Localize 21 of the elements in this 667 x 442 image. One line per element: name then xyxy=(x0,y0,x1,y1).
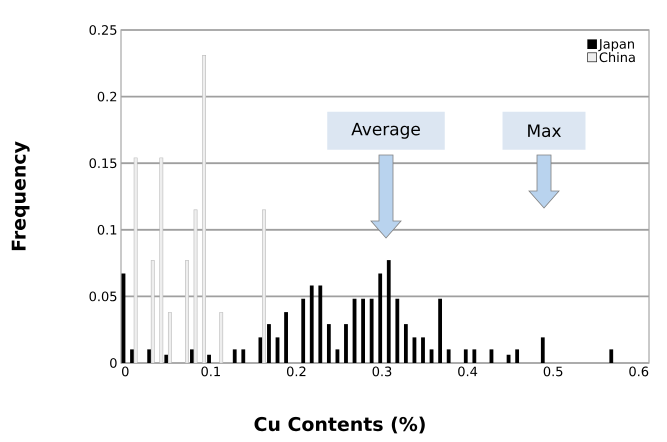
annotation: Max xyxy=(528,124,561,138)
x-tick-label: 0.3 xyxy=(372,366,392,376)
bar xyxy=(262,210,266,363)
x-tick-label: 0.4 xyxy=(458,366,478,376)
y-tick-label: 0.2 xyxy=(98,92,116,102)
y-tick-label: 0.05 xyxy=(90,292,116,302)
x-tick-label: 0.5 xyxy=(544,366,562,376)
y-tick-label: 0 xyxy=(110,358,117,368)
y-axis-title: Frequency xyxy=(12,141,30,250)
legend-label: China xyxy=(600,52,635,62)
x-tick-label: 0.6 xyxy=(629,366,648,376)
legend-label: Japan xyxy=(598,39,634,52)
x-axis-title: Cu Contents (%) xyxy=(254,416,425,434)
y-tick-label: 0.15 xyxy=(90,158,116,168)
y-tick-label: 0.1 xyxy=(98,224,116,235)
x-tick-label: 0.2 xyxy=(286,366,306,376)
x-tick-label: 0 xyxy=(122,366,129,376)
y-tick-label: 0.25 xyxy=(90,25,116,35)
bar xyxy=(185,260,189,363)
annotation: Average xyxy=(351,122,420,139)
x-tick-label: 0.1 xyxy=(201,366,220,376)
